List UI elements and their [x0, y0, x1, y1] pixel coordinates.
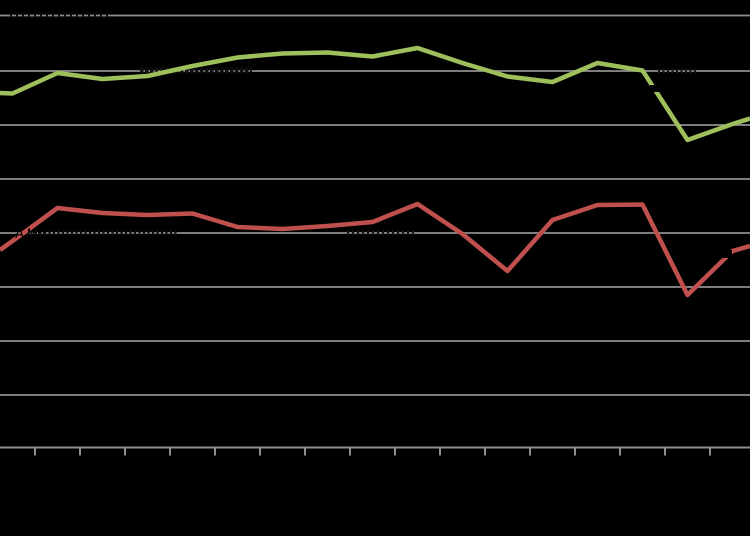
- series-green-line: [0, 45, 750, 143]
- obscured-letter: A: [15, 227, 24, 242]
- series-red-line: [0, 201, 750, 298]
- obscured-black-text: [650, 85, 660, 92]
- obscured-black-text: [722, 250, 732, 258]
